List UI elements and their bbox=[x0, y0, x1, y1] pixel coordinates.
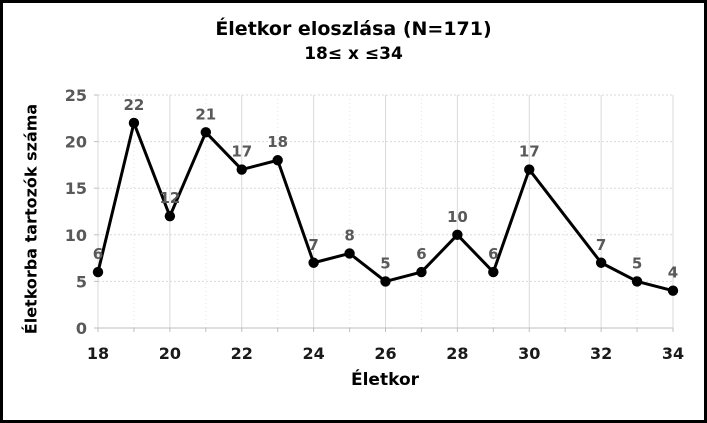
y-tick-label: 25 bbox=[65, 86, 87, 105]
x-tick-label: 30 bbox=[518, 344, 540, 363]
data-point-label: 18 bbox=[267, 133, 288, 151]
x-tick-label: 24 bbox=[302, 344, 324, 363]
data-point-marker bbox=[524, 164, 535, 175]
data-point-label: 4 bbox=[668, 264, 678, 282]
y-axis-title: Életkorba tartozók száma bbox=[21, 103, 41, 335]
y-tick-label: 0 bbox=[76, 319, 87, 338]
chart-title: Életkor eloszlása (N=171) bbox=[215, 18, 492, 40]
data-point-marker bbox=[272, 155, 283, 166]
data-point-label: 21 bbox=[195, 105, 216, 123]
data-point-marker bbox=[416, 266, 427, 278]
data-point-label: 17 bbox=[231, 143, 252, 161]
x-tick-label: 20 bbox=[159, 344, 181, 363]
y-tick-label: 15 bbox=[65, 179, 87, 198]
data-point-label: 10 bbox=[447, 208, 468, 226]
data-point-label: 5 bbox=[380, 254, 390, 272]
data-point-label: 6 bbox=[488, 245, 498, 263]
data-point-label: 8 bbox=[344, 226, 354, 244]
x-tick-label: 32 bbox=[590, 344, 612, 363]
data-point-marker bbox=[92, 266, 104, 278]
data-point-label: 7 bbox=[596, 236, 606, 254]
data-point-label: 12 bbox=[159, 189, 180, 207]
data-point-marker bbox=[164, 210, 176, 222]
y-tick-label: 10 bbox=[65, 226, 87, 245]
x-tick-label: 18 bbox=[87, 344, 109, 363]
data-point-marker bbox=[488, 266, 499, 278]
x-tick-label: 26 bbox=[374, 344, 396, 363]
data-line bbox=[96, 121, 675, 293]
x-tick-label: 34 bbox=[662, 344, 684, 363]
data-point-marker bbox=[631, 276, 643, 287]
x-tick-label: 22 bbox=[231, 344, 253, 363]
y-tick-label: 5 bbox=[76, 272, 87, 291]
data-point-marker bbox=[128, 117, 140, 129]
data-point-label: 22 bbox=[124, 96, 145, 114]
x-axis-title: Életkor bbox=[350, 370, 420, 390]
data-point-label: 17 bbox=[519, 143, 540, 161]
data-point-marker bbox=[667, 285, 679, 296]
data-point-marker bbox=[452, 229, 463, 240]
data-point-label: 6 bbox=[93, 245, 103, 263]
chart-plot: 0 5 10 15 20 25 18 20 22 24 26 28 30 32 34 6 22 12 21 17 18 7… bbox=[65, 86, 684, 363]
chart-subtitle: 18≤ x ≤34 bbox=[304, 44, 403, 64]
chart-title-block: Életkor eloszlása (N=171) 18≤ x ≤34 bbox=[3, 16, 704, 66]
data-point-label: 7 bbox=[308, 236, 318, 254]
data-point-label: 5 bbox=[632, 254, 642, 272]
data-point-marker bbox=[236, 164, 247, 175]
y-tick-label: 20 bbox=[65, 133, 87, 152]
data-point-marker bbox=[344, 248, 355, 259]
data-point-marker bbox=[380, 276, 391, 287]
data-point-marker bbox=[200, 127, 212, 138]
x-tick-label: 28 bbox=[446, 344, 468, 363]
data-point-marker bbox=[595, 257, 607, 268]
data-point-label: 6 bbox=[416, 245, 426, 263]
data-point-marker bbox=[308, 257, 319, 268]
